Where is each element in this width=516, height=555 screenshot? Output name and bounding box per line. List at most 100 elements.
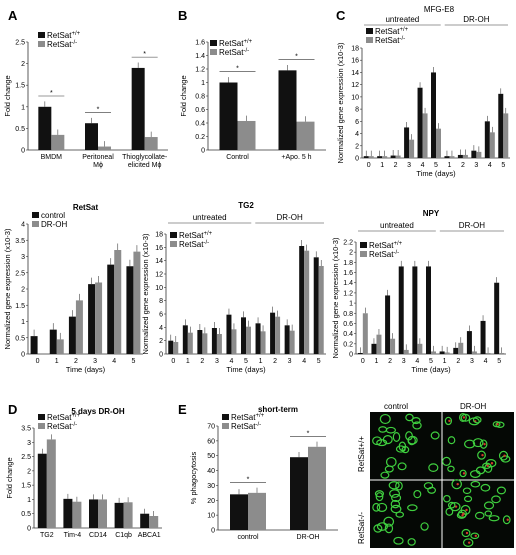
micrograph-col-control: control — [384, 402, 408, 411]
y-tick-label: 16 — [351, 58, 359, 65]
legend-swatch — [360, 251, 367, 257]
cell-outline — [449, 502, 461, 512]
y-tick-label: 0.2 — [343, 341, 353, 348]
bar-wt — [457, 154, 463, 158]
significance-marker: * — [236, 66, 239, 73]
x-tick-label: 4 — [415, 358, 419, 365]
y-tick-label: 10 — [207, 513, 215, 520]
x-axis-label: Time (days) — [416, 169, 456, 178]
bar-wt — [37, 453, 47, 528]
legend-swatch — [366, 28, 373, 34]
bar-wt — [68, 316, 76, 354]
bar-wt — [226, 314, 232, 354]
x-tick-label: 1 — [259, 358, 263, 365]
cell-outline — [462, 538, 474, 547]
y-tick-label: 8 — [355, 107, 359, 114]
x-tick-label: 1 — [448, 162, 452, 169]
phagocytosed-particle — [462, 416, 466, 419]
bar-ko — [362, 313, 368, 354]
y-tick-label: 0 — [21, 352, 25, 359]
cell-outline — [412, 421, 422, 430]
x-tick-label: 0 — [36, 358, 40, 365]
cell-outline — [413, 489, 422, 499]
phagocytosed-particle — [490, 462, 494, 465]
bar-ko — [431, 351, 436, 354]
y-tick-label: 50 — [207, 453, 215, 460]
x-tick-label: 5 — [131, 358, 135, 365]
x-tick-label: DR-OH — [297, 534, 320, 541]
x-tick-label: C1qb — [115, 532, 132, 539]
bar-wt — [412, 266, 418, 354]
x-tick-label: Mϕ — [93, 162, 103, 169]
x-tick-label: Peritoneal — [82, 154, 114, 161]
bar-wt — [88, 284, 96, 354]
significance-marker: * — [143, 51, 146, 58]
y-tick-label: 18 — [155, 232, 163, 239]
x-tick-label: 4 — [421, 162, 425, 169]
y-tick-label: 4 — [159, 325, 163, 332]
y-tick-label: 6 — [159, 312, 163, 319]
y-tick-label: 10 — [155, 285, 163, 292]
x-tick-label: 4 — [302, 358, 306, 365]
bar-ko — [395, 155, 401, 158]
x-tick-label: 5 — [317, 358, 321, 365]
y-tick-label: 18 — [351, 46, 359, 53]
y-tick-label: 2 — [27, 468, 31, 475]
bar-ko — [489, 132, 495, 158]
legend-swatch — [32, 221, 39, 227]
bar-ko — [98, 499, 107, 528]
bar-ko — [187, 332, 193, 354]
group-label: untreated — [385, 15, 419, 24]
y-tick-label: 1.4 — [343, 280, 353, 287]
x-tick-label: 5 — [501, 162, 505, 169]
bar-wt — [270, 312, 276, 354]
bar-wt — [197, 330, 203, 354]
legend-swatch — [360, 242, 367, 248]
x-tick-label: 3 — [470, 358, 474, 365]
bar-wt — [299, 246, 305, 354]
y-tick-label: 0 — [159, 352, 163, 359]
cell-outline — [447, 465, 455, 473]
bar-ko — [444, 352, 450, 354]
bar-wt — [357, 352, 363, 354]
cell-outline — [376, 502, 388, 513]
bar-ko — [202, 333, 208, 354]
cell-outline — [382, 435, 393, 445]
legend-swatch — [366, 37, 373, 43]
legend-label: RetSat+/+ — [231, 413, 265, 422]
bar-ko — [98, 146, 111, 150]
legend-swatch — [222, 414, 229, 420]
cell-outline — [461, 528, 471, 538]
bar-wt — [89, 499, 98, 528]
y-tick-label: 0 — [349, 352, 353, 359]
x-tick-label: 4 — [488, 162, 492, 169]
bar-ko — [296, 121, 315, 150]
cell-outline — [420, 522, 429, 531]
legend-swatch — [38, 414, 45, 420]
bar-wt — [466, 331, 472, 354]
y-tick-label: 0.8 — [343, 311, 353, 318]
cell-outline — [483, 501, 495, 510]
cell-outline — [460, 413, 471, 422]
phagocytosed-particle — [506, 518, 509, 521]
x-tick-label: 3 — [474, 162, 478, 169]
bar-wt — [444, 156, 450, 158]
cell-outline — [385, 456, 397, 468]
bar-ko — [144, 137, 158, 150]
cell-outline — [395, 481, 403, 491]
cell-outline — [472, 416, 482, 424]
bar-wt — [385, 295, 391, 354]
bar-wt — [371, 343, 377, 354]
bar-ko — [471, 351, 477, 354]
x-tick-label: 2 — [74, 358, 78, 365]
micrograph-panel: control DR-OH RetSat+/+ RetSat-/- — [357, 402, 514, 548]
chart-b: 0 0.2 0.4 0.6 0.8 1 1.2 1.4 1.6 Fold change Contro… — [179, 39, 326, 161]
bar-wt — [377, 156, 383, 158]
cell-outline — [372, 502, 381, 512]
panel-label-b: B — [178, 8, 187, 23]
chart-title: MFG-E8 — [424, 5, 455, 14]
bar-wt — [211, 328, 217, 354]
cell-outline — [470, 532, 480, 540]
phagocytosed-particle — [454, 505, 458, 508]
bar-wt — [439, 351, 445, 354]
